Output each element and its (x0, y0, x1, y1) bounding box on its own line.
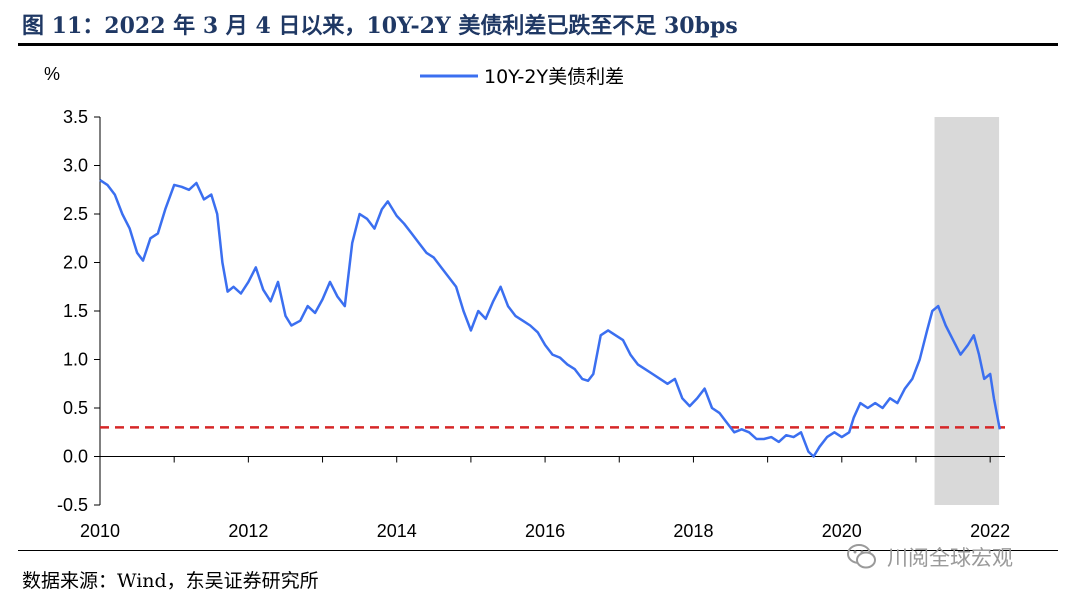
x-tick-label: 2020 (822, 521, 862, 541)
y-tick-label: 3.0 (63, 156, 88, 176)
x-tick-label: 2012 (228, 521, 268, 541)
y-tick-label: 3.5 (63, 107, 88, 127)
x-tick-label: 2014 (377, 521, 417, 541)
y-tick-label: 1.5 (63, 301, 88, 321)
y-tick-label: -0.5 (57, 495, 88, 515)
y-tick-label: 2.0 (63, 253, 88, 273)
legend-label: 10Y-2Y美债利差 (484, 66, 624, 88)
watermark: 川阅全球宏观 (845, 540, 1013, 574)
y-axis-unit: % (44, 64, 60, 84)
shaded-region (934, 117, 1000, 505)
y-tick-label: 2.5 (63, 204, 88, 224)
x-tick-label: 2010 (80, 521, 120, 541)
y-tick-label: 0.0 (63, 447, 88, 467)
line-chart: -0.5 0.0 0.5 1.0 1.5 2.0 2.5 3.0 3.5% 2010 2012 201… (44, 64, 1010, 541)
x-tick-label: 2016 (525, 521, 565, 541)
footer-rule (18, 550, 1058, 551)
figure-title: 图 11：2022 年 3 月 4 日以来，10Y-2Y 美债利差已跌至不足 3… (22, 13, 738, 39)
watermark-text: 川阅全球宏观 (887, 546, 1013, 570)
wechat-icon (847, 544, 876, 569)
x-tick-label: 2018 (673, 521, 713, 541)
series-line-10y-2y (99, 179, 1002, 458)
x-tick-label: 2022 (970, 521, 1010, 541)
y-tick-label: 0.5 (63, 398, 88, 418)
title-rule (18, 43, 1058, 46)
source-note: 数据来源：Wind，东吴证券研究所 (22, 570, 319, 592)
y-tick-label: 1.0 (63, 350, 88, 370)
